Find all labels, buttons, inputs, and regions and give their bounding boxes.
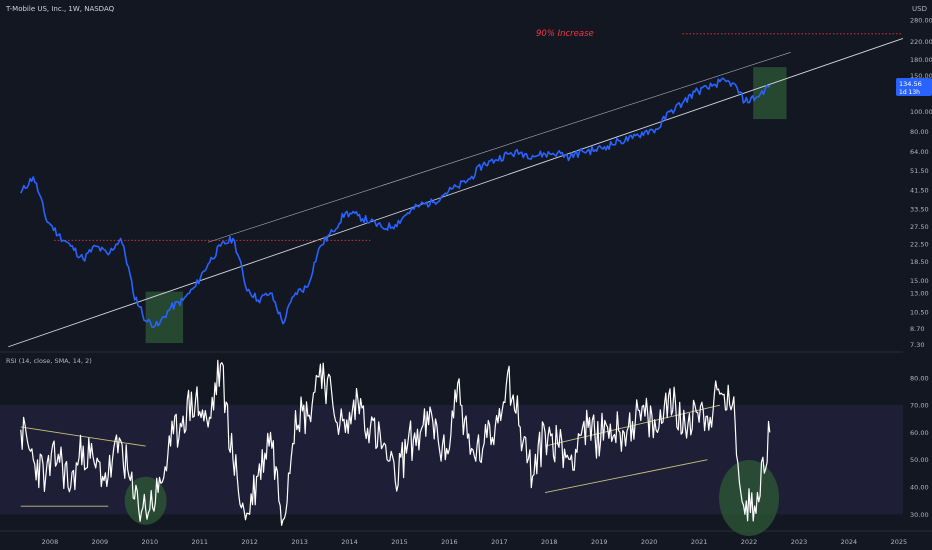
price-tick-label: 64.00 [910, 148, 929, 156]
price-tick-label: 33.50 [910, 205, 929, 213]
rsi-tick-label: 70.00 [910, 402, 929, 410]
bar-countdown: 1d 13h [899, 89, 920, 96]
time-tick-label: 2022 [741, 538, 758, 546]
price-tick-label: 22.50 [910, 241, 929, 249]
rsi-tick-label: 50.00 [910, 456, 929, 464]
currency-label: USD [912, 5, 927, 13]
price-tick-label: 220.00 [910, 38, 932, 46]
price-tick-label: 7.30 [910, 341, 924, 349]
price-tick-label: 8.70 [910, 325, 924, 333]
upper-channel-line [207, 52, 791, 243]
highlight-box-2022 [753, 67, 787, 120]
price-tick-label: 51.50 [910, 167, 929, 175]
time-tick-label: 2018 [541, 538, 558, 546]
time-tick-label: 2010 [142, 538, 159, 546]
rsi-tick-label: 40.00 [910, 484, 929, 492]
price-series-line [20, 77, 771, 329]
price-tick-label: 10.50 [910, 308, 929, 316]
price-tick-label: 27.50 [910, 223, 929, 231]
time-tick-label: 2019 [591, 538, 608, 546]
time-tick-label: 2016 [441, 538, 458, 546]
time-tick-label: 2014 [341, 538, 358, 546]
time-tick-label: 2025 [891, 538, 908, 546]
last-price-badge [896, 78, 932, 96]
rsi-title[interactable]: RSI (14, close, SMA, 14, 2) [6, 357, 92, 365]
rsi-tick-label: 80.00 [910, 374, 929, 382]
rsi-circle-2010 [124, 476, 167, 525]
time-tick-label: 2009 [92, 538, 109, 546]
last-price-value: 134.56 [899, 80, 922, 88]
price-tick-label: 18.50 [910, 258, 929, 266]
price-tick-label: 15.00 [910, 277, 929, 285]
time-tick-label: 2017 [491, 538, 508, 546]
rsi-tick-label: 30.00 [910, 511, 929, 519]
rsi-axis[interactable]: 80.00 70.00 60.00 50.00 40.00 30.00 [910, 374, 929, 519]
rsi-upper-trendline-2008 [20, 426, 146, 447]
price-tick-label: 80.00 [910, 128, 929, 136]
time-tick-label: 2021 [691, 538, 708, 546]
time-tick-label: 2012 [241, 538, 258, 546]
price-axis[interactable]: 280.00 220.00 180.00 150.00 100.00 80.00 64.00… [910, 17, 932, 349]
rsi-lower-trendline-2019 [545, 459, 708, 493]
time-tick-label: 2015 [391, 538, 408, 546]
price-tick-label: 280.00 [910, 17, 932, 25]
time-tick-label: 2013 [291, 538, 308, 546]
support-trendline [8, 37, 904, 348]
rsi-tick-label: 60.00 [910, 429, 929, 437]
time-axis[interactable]: 2008 2009 2010 2011 2012 2013 2014 2015 2016 2017… [42, 538, 907, 546]
time-tick-label: 2020 [641, 538, 658, 546]
increase-annotation: 90% Increase [536, 29, 594, 39]
price-tick-label: 150.00 [910, 72, 932, 80]
time-tick-label: 2011 [191, 538, 208, 546]
price-tick-label: 180.00 [910, 56, 932, 64]
price-tick-label: 41.50 [910, 186, 929, 194]
time-tick-label: 2008 [42, 538, 59, 546]
symbol-title[interactable]: T-Mobile US, Inc., 1W, NASDAQ [5, 5, 115, 13]
price-tick-label: 13.00 [910, 289, 929, 297]
price-tick-label: 100.00 [910, 108, 932, 116]
time-tick-label: 2023 [791, 538, 808, 546]
rsi-series-line [20, 359, 771, 526]
price-drawings [8, 33, 904, 348]
time-tick-label: 2024 [841, 538, 858, 546]
